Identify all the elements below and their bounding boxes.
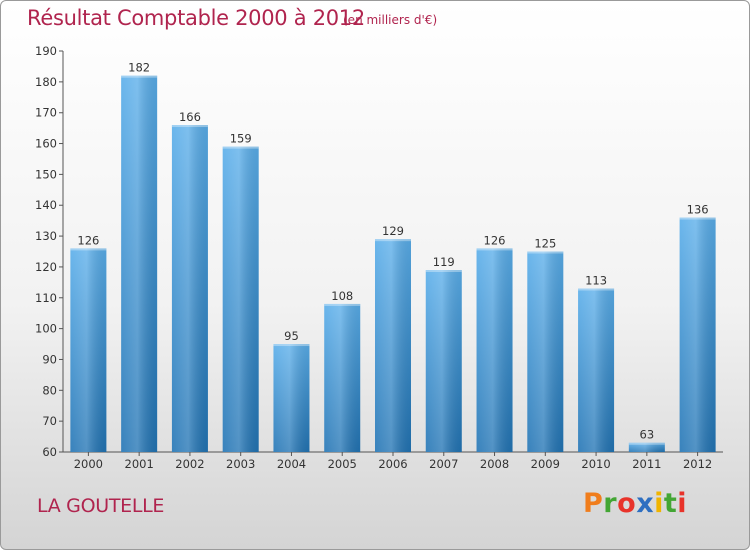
y-tick-label: 120	[35, 260, 57, 274]
bar-highlight	[70, 248, 107, 452]
x-tick-label: 2004	[277, 457, 306, 471]
bar-highlight	[324, 303, 361, 452]
logo-letter: i	[677, 488, 688, 519]
bar-cap	[222, 146, 259, 149]
y-tick-label: 80	[42, 383, 57, 397]
value-label: 126	[77, 233, 99, 247]
y-tick-label: 180	[35, 75, 57, 89]
chart-title: Résultat Comptable 2000 à 2012	[27, 6, 365, 30]
y-tick-label: 190	[35, 44, 57, 58]
logo-letter: o	[617, 488, 637, 519]
x-tick-label: 2008	[480, 457, 509, 471]
bar-cap	[121, 75, 158, 78]
x-tick-label: 2011	[632, 457, 661, 471]
bar-highlight	[527, 251, 564, 452]
y-tick-label: 100	[35, 322, 57, 336]
x-tick-label: 2003	[226, 457, 255, 471]
bar-cap	[527, 251, 564, 254]
logo-letter: x	[636, 488, 655, 519]
value-label: 125	[534, 237, 556, 251]
value-label: 108	[331, 289, 353, 303]
y-tick-label: 70	[42, 414, 57, 428]
y-tick-label: 110	[35, 291, 57, 305]
chart-subtitle: (en milliers d'€)	[343, 13, 438, 27]
x-tick-label: 2002	[175, 457, 204, 471]
value-label: 182	[128, 61, 150, 75]
y-tick-label: 140	[35, 198, 57, 212]
value-label: 126	[484, 233, 506, 247]
y-tick-label: 170	[35, 106, 57, 120]
bar-highlight	[679, 217, 716, 452]
proxiti-logo[interactable]: Proxiti	[583, 488, 687, 519]
bar-cap	[171, 125, 208, 128]
place-name: LA GOUTELLE	[37, 495, 165, 517]
value-label: 129	[382, 224, 404, 238]
y-tick-label: 60	[42, 445, 57, 459]
y-tick-label: 130	[35, 229, 57, 243]
logo-letter: P	[583, 488, 604, 519]
x-tick-label: 2006	[378, 457, 407, 471]
value-label: 136	[687, 203, 709, 217]
bar-cap	[679, 217, 716, 220]
bar-highlight	[476, 248, 513, 452]
value-label: 113	[585, 274, 607, 288]
y-tick-label: 160	[35, 137, 57, 151]
bar-cap	[628, 442, 665, 445]
y-tick-label: 150	[35, 167, 57, 181]
bar-cap	[273, 344, 310, 347]
value-label: 166	[179, 110, 201, 124]
bar-cap	[70, 248, 107, 251]
bar-highlight	[578, 288, 615, 452]
bar-highlight	[273, 344, 310, 452]
x-tick-label: 2005	[328, 457, 357, 471]
value-label: 159	[230, 132, 252, 146]
x-tick-label: 2001	[125, 457, 154, 471]
bar-cap	[375, 239, 411, 242]
bar-cap	[324, 303, 361, 306]
bar-cap	[578, 288, 615, 291]
x-tick-label: 2010	[581, 457, 610, 471]
bar-highlight	[121, 75, 158, 452]
bar-highlight	[171, 125, 208, 453]
x-tick-label: 2007	[429, 457, 458, 471]
bar-cap	[425, 270, 462, 273]
logo-letter: r	[603, 488, 618, 519]
bar-highlight	[628, 442, 665, 452]
bar-highlight	[222, 146, 259, 452]
bar-highlight	[375, 239, 411, 452]
value-label: 119	[433, 255, 455, 269]
x-tick-label: 2009	[531, 457, 560, 471]
value-label: 63	[640, 428, 655, 442]
x-tick-label: 2000	[74, 457, 103, 471]
bar-highlight	[425, 270, 462, 452]
logo-letter: i	[654, 488, 664, 519]
y-tick-label: 90	[42, 352, 57, 366]
logo-letter: t	[663, 488, 678, 519]
x-tick-label: 2012	[683, 457, 712, 471]
bar-cap	[476, 248, 513, 251]
value-label: 95	[284, 329, 299, 343]
